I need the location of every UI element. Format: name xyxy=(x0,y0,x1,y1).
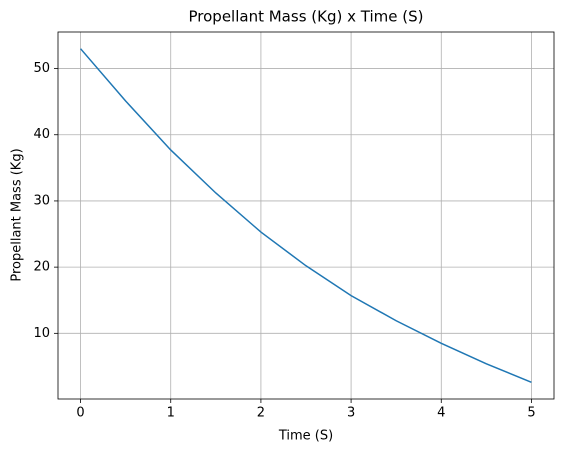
y-tick-label: 30 xyxy=(33,193,50,208)
y-axis-label: Propellant Mass (Kg) xyxy=(10,148,25,281)
x-tick-label: 3 xyxy=(347,406,355,421)
y-tick-label: 50 xyxy=(33,61,50,76)
data-line xyxy=(79,48,532,384)
chart-title: Propellant Mass (Kg) x Time (S) xyxy=(189,8,424,26)
y-tick-label: 10 xyxy=(33,326,50,341)
x-axis-label: Time (S) xyxy=(278,429,333,444)
x-tick-label: 1 xyxy=(167,406,175,421)
y-tick-label: 40 xyxy=(33,127,50,142)
x-tick-label: 4 xyxy=(437,406,445,421)
x-tick-label: 0 xyxy=(76,406,84,421)
x-tick-label: 5 xyxy=(527,406,535,421)
y-tick-label: 20 xyxy=(33,260,50,275)
plot-frame xyxy=(57,31,555,400)
x-tick-label: 2 xyxy=(257,406,265,421)
